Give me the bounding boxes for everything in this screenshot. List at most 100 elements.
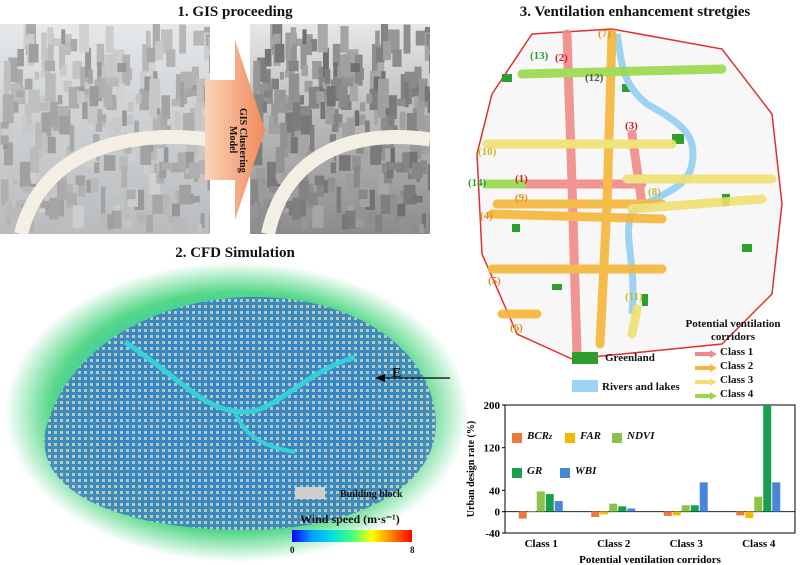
building-block — [257, 57, 267, 83]
building-block — [70, 39, 78, 52]
building-block — [173, 217, 186, 233]
building-block — [418, 78, 428, 108]
building-block — [349, 83, 359, 102]
building-block — [57, 95, 63, 105]
building-block — [186, 151, 195, 169]
building-block — [155, 41, 164, 61]
building-block — [170, 162, 179, 173]
building-block — [197, 224, 203, 233]
building-block — [129, 142, 137, 163]
building-block — [387, 162, 400, 170]
building-block — [203, 32, 210, 61]
gis-clustering-label: GIS Clustering Model — [227, 107, 248, 173]
building-block — [280, 122, 287, 150]
gis-title: 1. GIS proceeding — [177, 4, 293, 20]
x-tick-label: Class 2 — [597, 538, 631, 550]
building-block — [397, 98, 406, 107]
building-block — [292, 197, 301, 220]
building-block — [285, 32, 291, 60]
far-swatch — [565, 433, 575, 443]
y-tick-label: 0 — [495, 507, 501, 519]
building-block — [321, 156, 333, 166]
building-block — [355, 219, 364, 228]
bar-wbi-4 — [772, 482, 781, 512]
building-block — [191, 66, 199, 85]
building-block — [427, 164, 430, 191]
building-block — [119, 155, 128, 171]
x-tick-label: Class 1 — [525, 538, 558, 550]
class1-legend-label: Class 1 — [720, 346, 754, 358]
building-block — [174, 111, 181, 137]
building-block — [10, 83, 21, 102]
building-block — [19, 161, 31, 188]
bar-ndvi-1 — [536, 491, 545, 512]
building-block — [414, 66, 422, 85]
building-block — [262, 69, 271, 97]
building-block — [341, 77, 354, 87]
building-block — [390, 146, 395, 167]
building-block — [314, 175, 325, 185]
building-block — [347, 204, 354, 215]
building-block — [424, 32, 430, 61]
wind-max-label: 8 — [410, 545, 415, 555]
building-block — [288, 47, 294, 61]
y-axis-label: Urban design rate (%) — [466, 421, 477, 517]
building-block — [290, 136, 303, 154]
building-block-label: Building block — [340, 489, 403, 500]
building-block — [404, 81, 409, 108]
greenland-swatch — [572, 352, 598, 364]
building-block — [142, 44, 151, 73]
building-block — [354, 110, 360, 126]
building-block — [196, 78, 206, 108]
building-block — [17, 48, 24, 67]
building-block — [424, 86, 430, 102]
x-tick-label: Class 4 — [742, 538, 776, 550]
bar-bcr-4 — [736, 511, 745, 516]
building-block — [84, 82, 91, 89]
building-block — [47, 136, 59, 154]
building-block — [97, 62, 102, 89]
building-block — [151, 138, 157, 161]
building-block — [190, 195, 200, 203]
building-block — [149, 78, 161, 109]
building-block — [253, 142, 263, 166]
cfd-wind-field-image — [5, 262, 469, 562]
plot-frame — [504, 404, 796, 534]
building-block — [57, 106, 69, 116]
building-block — [164, 196, 177, 215]
building-block — [171, 98, 181, 107]
building-block-swatch — [295, 487, 325, 499]
building-block — [297, 134, 309, 158]
building-block — [345, 210, 356, 229]
building-block — [116, 83, 125, 102]
building-block — [139, 88, 152, 111]
wind-min-label: 0 — [290, 545, 295, 555]
urban-design-rate-chart: -40 0 40 120 200 Urban design rate (%) Potenti… — [466, 400, 796, 565]
building-block — [352, 155, 361, 171]
building-block — [381, 163, 386, 173]
building-block — [45, 73, 56, 103]
building-block — [399, 217, 411, 233]
building-block — [275, 147, 285, 173]
building-block — [429, 54, 430, 74]
class3-legend-label: Class 3 — [720, 374, 754, 386]
bar-gr-4 — [763, 405, 772, 512]
corridor-class3-8 — [627, 194, 767, 214]
building-block — [140, 141, 152, 165]
building-block — [333, 114, 343, 123]
building-block — [146, 214, 154, 233]
gr-legend-label: GR — [527, 465, 543, 477]
building-block — [60, 216, 67, 230]
building-block — [302, 29, 307, 45]
building-block — [96, 43, 105, 66]
building-block — [316, 180, 325, 197]
building-block — [274, 43, 285, 63]
bar-ndvi-4 — [754, 496, 763, 512]
bar-far-1 — [527, 511, 536, 513]
building-block — [35, 122, 42, 150]
building-block — [394, 209, 406, 223]
building-block — [336, 209, 344, 227]
building-block — [375, 214, 383, 233]
building-block — [103, 83, 113, 108]
building-block — [326, 86, 336, 107]
